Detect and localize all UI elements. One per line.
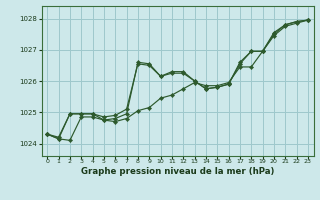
X-axis label: Graphe pression niveau de la mer (hPa): Graphe pression niveau de la mer (hPa)	[81, 167, 274, 176]
